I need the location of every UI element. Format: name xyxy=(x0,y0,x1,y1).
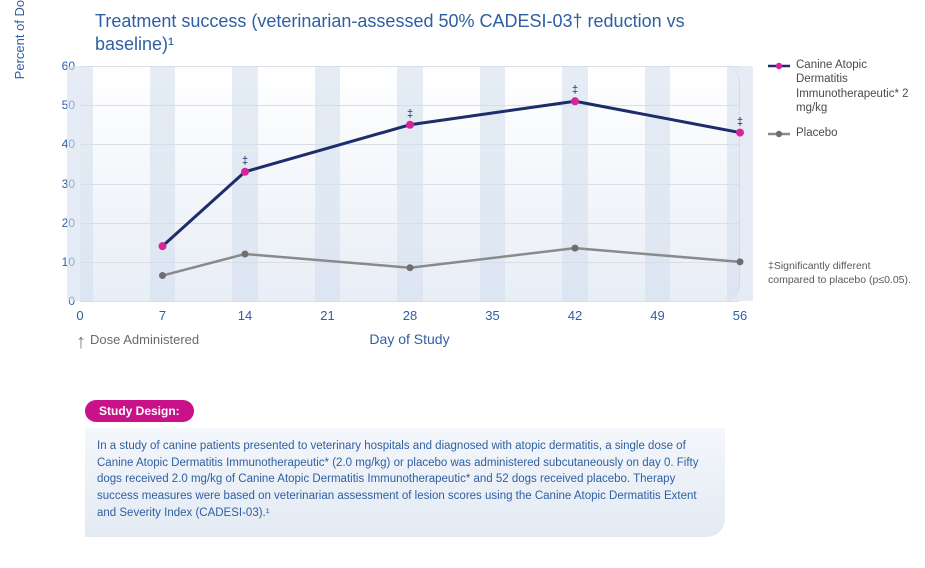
series-marker-placebo xyxy=(407,264,414,271)
x-tick-label: 14 xyxy=(238,308,252,323)
gridline-horizontal xyxy=(80,301,739,302)
chart-container: Treatment success (veterinarian-assessed… xyxy=(20,10,760,360)
x-tick-label: 21 xyxy=(320,308,334,323)
x-tick-label: 56 xyxy=(733,308,747,323)
x-axis-label: Day of Study xyxy=(369,331,449,347)
x-tick-label: 7 xyxy=(159,308,166,323)
study-design-badge: Study Design: xyxy=(85,400,194,422)
x-tick-label: 35 xyxy=(485,308,499,323)
series-marker-placebo xyxy=(737,258,744,265)
series-marker-treatment xyxy=(241,168,249,176)
legend-swatch-icon xyxy=(768,61,790,71)
plot-area: 01020304050600714212835424956 Day of Stu… xyxy=(80,66,740,301)
legend-label: Placebo xyxy=(796,126,838,140)
series-line-treatment xyxy=(163,101,741,246)
legend-item-treatment: Canine Atopic Dermatitis Immunotherapeut… xyxy=(768,58,918,116)
x-tick-label: 49 xyxy=(650,308,664,323)
significance-footnote: ‡Significantly different compared to pla… xyxy=(768,260,913,287)
point-annotation: ‡ xyxy=(242,155,248,167)
legend-item-placebo: Placebo xyxy=(768,126,918,140)
x-tick-label: 42 xyxy=(568,308,582,323)
point-annotation: ‡ xyxy=(572,84,578,96)
legend-swatch-icon xyxy=(768,129,790,139)
series-marker-treatment xyxy=(736,129,744,137)
study-design-body: In a study of canine patients presented … xyxy=(85,428,725,537)
x-tick-label: 0 xyxy=(76,308,83,323)
series-layer xyxy=(80,66,739,301)
series-marker-placebo xyxy=(159,272,166,279)
x-tick-label: 28 xyxy=(403,308,417,323)
series-marker-treatment xyxy=(406,121,414,129)
dose-label: Dose Administered xyxy=(90,332,199,347)
legend: Canine Atopic Dermatitis Immunotherapeut… xyxy=(768,58,918,150)
study-design-panel: Study Design: In a study of canine patie… xyxy=(85,400,725,537)
dose-administered-marker: ↑ Dose Administered xyxy=(76,332,199,347)
series-marker-placebo xyxy=(242,251,249,258)
point-annotation: ‡ xyxy=(737,116,743,128)
arrow-up-icon: ↑ xyxy=(76,335,86,349)
chart-title: Treatment success (veterinarian-assessed… xyxy=(95,10,760,58)
legend-label: Canine Atopic Dermatitis Immunotherapeut… xyxy=(796,58,918,116)
series-line-placebo xyxy=(163,248,741,275)
series-marker-placebo xyxy=(572,245,579,252)
series-marker-treatment xyxy=(571,97,579,105)
point-annotation: ‡ xyxy=(407,108,413,120)
y-axis-label: Percent of Dogs Achieving Treatment Succ… xyxy=(12,0,27,79)
series-marker-treatment xyxy=(159,242,167,250)
